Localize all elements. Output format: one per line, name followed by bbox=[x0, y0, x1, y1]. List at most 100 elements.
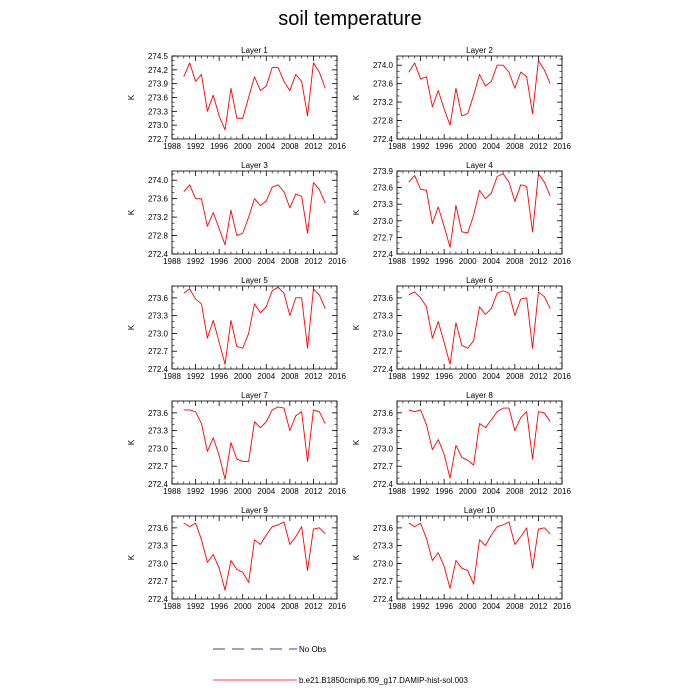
panel-layer-9: Layer 9 K 1988 1992 1996 2000 2004 2008 2012 2016… bbox=[127, 506, 346, 611]
x-tick-label: 2000 bbox=[234, 372, 252, 381]
x-tick-label: 2000 bbox=[459, 487, 477, 496]
x-tick-label: 2004 bbox=[482, 372, 500, 381]
x-tick-label: 2008 bbox=[506, 372, 524, 381]
x-tick-label: 1996 bbox=[210, 257, 228, 266]
x-tick-label: 2004 bbox=[482, 142, 500, 151]
x-tick-label: 1992 bbox=[187, 257, 205, 266]
y-tick-label: 273.0 bbox=[373, 217, 394, 226]
y-tick-label: 274.2 bbox=[148, 66, 169, 75]
x-tick-label: 2012 bbox=[530, 142, 548, 151]
panel-title: Layer 9 bbox=[241, 506, 268, 515]
x-tick-label: 2008 bbox=[506, 487, 524, 496]
plot-frame bbox=[396, 285, 563, 370]
y-axis-label: K bbox=[352, 554, 361, 560]
plot-frame bbox=[171, 55, 338, 140]
series-line-layer-3 bbox=[183, 182, 326, 246]
y-tick-label: 273.6 bbox=[373, 409, 394, 418]
y-tick-label: 272.7 bbox=[373, 462, 394, 471]
panel-title: Layer 8 bbox=[466, 391, 493, 400]
x-tick-label: 1988 bbox=[163, 372, 181, 381]
y-tick-label: 274.0 bbox=[373, 61, 394, 70]
x-tick-label: 1988 bbox=[388, 487, 406, 496]
x-tick-label: 1992 bbox=[412, 142, 430, 151]
x-tick-label: 2016 bbox=[328, 257, 346, 266]
y-tick-label: 272.4 bbox=[148, 365, 169, 374]
y-axis-label: K bbox=[352, 324, 361, 330]
y-tick-label: 273.3 bbox=[148, 107, 169, 116]
panel-layer-2: Layer 2 K 1988 1992 1996 2000 2004 2008 2012 2016… bbox=[352, 46, 571, 151]
y-axis-label: K bbox=[352, 94, 361, 100]
y-tick-label: 273.3 bbox=[148, 312, 169, 321]
x-tick-label: 2004 bbox=[257, 602, 275, 611]
x-tick-label: 2012 bbox=[530, 257, 548, 266]
x-tick-label: 2004 bbox=[257, 487, 275, 496]
plot-frame bbox=[396, 515, 563, 600]
y-tick-label: 272.4 bbox=[373, 250, 394, 259]
y-tick-label: 272.4 bbox=[373, 480, 394, 489]
x-tick-label: 1992 bbox=[412, 372, 430, 381]
panel-layer-7: Layer 7 K 1988 1992 1996 2000 2004 2008 2012 2016… bbox=[127, 391, 346, 496]
y-axis-label: K bbox=[127, 439, 136, 445]
y-tick-label: 272.4 bbox=[373, 365, 394, 374]
series-line-layer-5 bbox=[183, 286, 326, 365]
y-axis-label: K bbox=[127, 94, 136, 100]
y-tick-label: 273.6 bbox=[148, 195, 169, 204]
x-tick-label: 1988 bbox=[163, 602, 181, 611]
x-tick-label: 1996 bbox=[210, 487, 228, 496]
x-tick-label: 2008 bbox=[506, 257, 524, 266]
x-tick-label: 1996 bbox=[210, 372, 228, 381]
y-tick-label: 273.0 bbox=[373, 559, 394, 568]
series-line-layer-7 bbox=[183, 406, 326, 480]
y-tick-label: 272.4 bbox=[373, 135, 394, 144]
x-tick-label: 1988 bbox=[388, 372, 406, 381]
x-tick-label: 2000 bbox=[234, 602, 252, 611]
y-tick-label: 272.7 bbox=[148, 577, 169, 586]
panel-layer-3: Layer 3 K 1988 1992 1996 2000 2004 2008 2012 2016… bbox=[127, 161, 346, 266]
x-tick-label: 2016 bbox=[328, 602, 346, 611]
y-tick-label: 273.6 bbox=[373, 184, 394, 193]
y-tick-label: 273.0 bbox=[148, 444, 169, 453]
x-tick-label: 1992 bbox=[412, 487, 430, 496]
x-tick-label: 2000 bbox=[459, 142, 477, 151]
x-tick-label: 1988 bbox=[163, 257, 181, 266]
y-tick-label: 272.8 bbox=[148, 232, 169, 241]
x-tick-label: 2008 bbox=[281, 602, 299, 611]
chart-main-title: soil temperature bbox=[278, 8, 422, 30]
y-tick-label: 273.9 bbox=[373, 167, 394, 176]
y-tick-label: 273.0 bbox=[148, 121, 169, 130]
panel-layer-6: Layer 6 K 1988 1992 1996 2000 2004 2008 2012 2016… bbox=[352, 276, 571, 381]
panel-layer-4: Layer 4 K 1988 1992 1996 2000 2004 2008 2012 2016… bbox=[352, 161, 571, 266]
y-axis-label: K bbox=[127, 209, 136, 215]
y-tick-label: 273.6 bbox=[148, 409, 169, 418]
y-tick-label: 272.7 bbox=[148, 462, 169, 471]
x-tick-label: 1996 bbox=[435, 142, 453, 151]
y-tick-label: 273.3 bbox=[373, 542, 394, 551]
panel-title: Layer 6 bbox=[466, 276, 493, 285]
y-tick-label: 273.3 bbox=[148, 427, 169, 436]
y-tick-label: 273.0 bbox=[148, 559, 169, 568]
x-tick-label: 2016 bbox=[553, 487, 571, 496]
x-tick-label: 1996 bbox=[435, 487, 453, 496]
y-tick-label: 272.7 bbox=[373, 577, 394, 586]
y-tick-label: 272.7 bbox=[148, 135, 169, 144]
x-tick-label: 2016 bbox=[328, 487, 346, 496]
x-tick-label: 2000 bbox=[234, 487, 252, 496]
x-tick-label: 2012 bbox=[530, 602, 548, 611]
y-tick-label: 273.6 bbox=[373, 524, 394, 533]
x-tick-label: 2008 bbox=[281, 257, 299, 266]
series-line-layer-10 bbox=[408, 521, 551, 589]
y-tick-label: 272.4 bbox=[148, 480, 169, 489]
x-tick-label: 2012 bbox=[305, 602, 323, 611]
y-tick-label: 272.4 bbox=[148, 250, 169, 259]
x-tick-label: 2008 bbox=[506, 602, 524, 611]
x-tick-label: 2000 bbox=[459, 257, 477, 266]
series-line-layer-2 bbox=[408, 60, 551, 126]
x-tick-label: 2004 bbox=[482, 257, 500, 266]
y-tick-label: 273.6 bbox=[148, 294, 169, 303]
x-tick-label: 1992 bbox=[412, 602, 430, 611]
panel-title: Layer 5 bbox=[241, 276, 268, 285]
x-tick-label: 2008 bbox=[506, 142, 524, 151]
panel-layer-10: Layer 10 K 1988 1992 1996 2000 2004 2008 2012 201… bbox=[352, 506, 571, 611]
y-tick-label: 273.3 bbox=[373, 200, 394, 209]
